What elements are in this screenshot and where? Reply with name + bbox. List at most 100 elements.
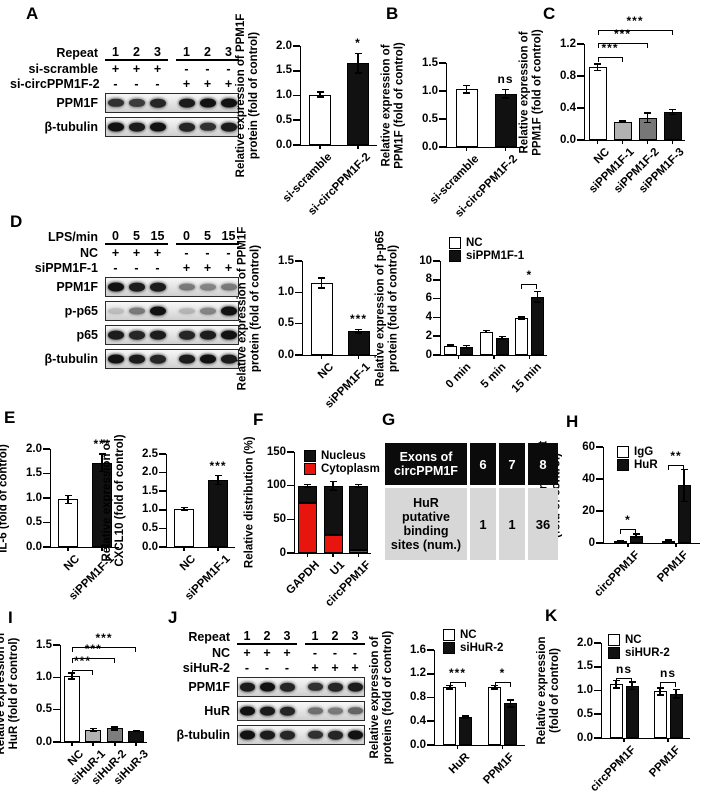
- condition-symbol: +: [224, 76, 233, 91]
- significance-marker: ***: [613, 27, 631, 42]
- y-axis-tick: [159, 527, 166, 530]
- y-axis-label-line: Relative expression of PPM1F: [234, 13, 247, 178]
- blot-row-label: p-p65: [64, 304, 98, 318]
- legend-label: HuR: [634, 459, 658, 472]
- y-axis-label-line: Relative expression of PPM1F: [236, 226, 249, 390]
- condition-symbol: +: [283, 645, 291, 660]
- lane-number: 2: [204, 44, 211, 59]
- panel-j-western-blot: Repeat 1 2 3 1 2 3 NC + + + - - - siHuR-2- - - + + + PPM1F Hu…: [172, 628, 365, 747]
- significance-marker: ***: [601, 40, 619, 55]
- y-tick-label: 0.8: [560, 69, 576, 82]
- y-axis-tick: [439, 62, 446, 64]
- y-tick-label: 2: [425, 329, 432, 342]
- condition-symbol: -: [312, 645, 318, 660]
- x-axis-tick: [319, 145, 321, 149]
- x-axis-tick: [621, 140, 624, 144]
- bar: [128, 731, 145, 742]
- x-axis-tick: [493, 355, 495, 359]
- condition-symbol: +: [153, 245, 162, 260]
- blot-band: [129, 282, 145, 292]
- y-tick-label: 0.0: [422, 140, 438, 153]
- stacked-bar-segment: [323, 485, 343, 535]
- error-bar: [320, 277, 323, 288]
- y-tick-label: 1.2: [410, 667, 426, 680]
- blot-band: [108, 98, 124, 108]
- lane-number: 1: [311, 628, 319, 643]
- panel-letter-i: I: [8, 608, 13, 627]
- error-bar: [671, 109, 674, 115]
- y-axis-tick: [594, 689, 601, 692]
- y-axis-tick: [53, 644, 60, 646]
- y-tick-label: 0.5: [36, 703, 52, 716]
- lane-number: 1: [243, 628, 251, 643]
- y-tick-label: 20: [582, 504, 595, 517]
- lane-number: 2: [133, 44, 140, 59]
- error-bar: [332, 481, 334, 490]
- error-bar-cap: [680, 468, 688, 471]
- error-bar-cap: [463, 92, 470, 95]
- blot-row: PPM1F: [172, 675, 365, 699]
- condition-symbol: +: [203, 260, 212, 275]
- error-bar-cap: [318, 287, 325, 289]
- x-axis-tick: [357, 355, 360, 359]
- y-tick-label: 0.5: [276, 113, 292, 126]
- y-tick-label: 0.4: [560, 101, 576, 114]
- error-bar-cap: [463, 347, 471, 350]
- significance-marker: *: [499, 666, 506, 681]
- error-bar-cap: [482, 329, 490, 332]
- y-tick-label: 10: [419, 254, 432, 267]
- y-tick-label: 0.8: [410, 691, 426, 703]
- significance-marker: ***: [95, 630, 113, 645]
- error-bar-cap: [664, 539, 672, 541]
- y-tick-label: 0: [425, 348, 432, 361]
- blot-band: [221, 98, 237, 108]
- lane-number: 1: [112, 44, 119, 59]
- y-tick-label: 0.0: [36, 735, 52, 748]
- x-axis-tick: [67, 547, 69, 551]
- blot-band: [280, 730, 295, 740]
- y-tick-label: 1.0: [142, 503, 158, 516]
- blot-band: [260, 706, 275, 716]
- error-bar: [675, 689, 677, 699]
- y-axis-label-line: PPM1F (fold of control): [393, 41, 405, 169]
- significance-marker: *: [355, 36, 361, 51]
- y-axis-tick: [287, 484, 294, 487]
- condition-symbol: -: [184, 61, 189, 76]
- legend: IgG HuR: [617, 445, 658, 472]
- y-tick-label: 0.5: [422, 112, 438, 125]
- error-bar-cap: [180, 509, 188, 512]
- error-bar: [493, 685, 496, 690]
- y-tick-label: 1.5: [276, 64, 292, 77]
- blot-row: Repeat 1 2 3 1 2 3: [172, 628, 365, 645]
- y-axis-label: Relative expression of CXCL10 (fold of co…: [101, 419, 126, 582]
- panel-letter-b: B: [386, 4, 399, 23]
- error-bar-cap: [214, 483, 222, 486]
- bar: [495, 337, 509, 355]
- significance-bracket: [660, 682, 676, 688]
- error-bar-cap: [214, 474, 222, 477]
- x-axis-tick: [135, 742, 138, 746]
- blot-band: [108, 308, 124, 314]
- blot-row-label: siHuR-2: [182, 660, 230, 675]
- y-axis-label: Relative expression of HuR (fold of contr…: [0, 610, 20, 777]
- blot-band: [200, 122, 216, 132]
- panel-letter-k: K: [545, 606, 558, 625]
- blot-image: [105, 277, 239, 297]
- blot-band: [200, 354, 216, 364]
- blot-row: Repeat 1 2 3 1 2 3: [10, 44, 239, 61]
- x-axis-tick: [113, 742, 116, 746]
- error-bar-cap: [354, 486, 362, 488]
- x-axis-tick: [332, 553, 334, 557]
- error-bar-cap: [354, 52, 362, 55]
- condition-symbol: +: [311, 660, 319, 675]
- lane-number: 1: [183, 44, 190, 59]
- y-axis-tick: [439, 90, 446, 92]
- error-bar: [646, 112, 649, 123]
- y-axis-label-line: proteins (fold of control): [381, 630, 393, 765]
- error-bar-cap: [616, 539, 624, 542]
- category-label: NC: [315, 361, 336, 382]
- blot-band: [150, 122, 166, 132]
- x-axis-tick: [357, 553, 360, 557]
- error-bar-cap: [502, 97, 509, 100]
- legend-item: NC: [449, 236, 524, 250]
